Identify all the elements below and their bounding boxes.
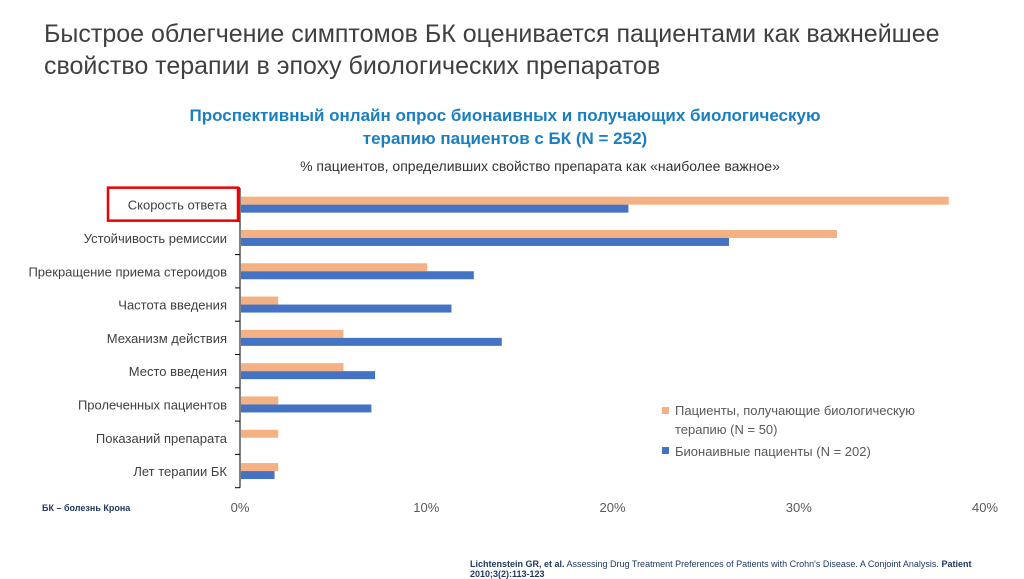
bar-bionaive (241, 271, 474, 280)
chart-title: % пациентов, определивших свойство препа… (300, 158, 780, 174)
category-label: Прекращение приема стероидов (28, 264, 227, 279)
legend-label-biologic-1: Пациенты, получающие биологическую (675, 403, 915, 418)
bar-bionaive (241, 371, 376, 380)
footnote: БК – болезнь Крона (42, 503, 131, 513)
subtitle-line-1: Проспективный онлайн опрос бионаивных и … (189, 106, 821, 125)
bar-bionaive (241, 237, 729, 246)
legend-label-biologic-2: терапию (N = 50) (675, 422, 777, 437)
bar-biologic (241, 196, 949, 205)
legend-swatch-bionaive (662, 447, 669, 454)
bar-biologic (241, 463, 279, 472)
legend-label-bionaive: Бионаивные пациенты (N = 202) (675, 444, 871, 459)
slide-title: Быстрое облегчение симптомов БК оценивае… (44, 20, 940, 80)
x-tick-label: 20% (599, 500, 625, 515)
category-label: Лет терапии БК (133, 464, 227, 479)
x-tick-label: 10% (413, 500, 439, 515)
bar-biologic (241, 396, 279, 405)
category-label: Показаний препарата (96, 431, 228, 446)
x-tick-label: 30% (786, 500, 812, 515)
bar-biologic (241, 363, 344, 372)
category-label: Частота введения (118, 298, 227, 313)
category-label: Механизм действия (107, 331, 227, 346)
reference: Lichtenstein GR, et al. Assessing Drug T… (470, 559, 1024, 579)
bar-biologic (241, 329, 344, 338)
legend-swatch-biologic (662, 407, 669, 414)
category-label: Пролеченных пациентов (78, 397, 227, 412)
bar-bionaive (241, 204, 629, 213)
category-label: Скорость ответа (128, 198, 228, 213)
reference-authors: Lichtenstein GR, et al. (470, 559, 565, 569)
bar-bionaive (241, 404, 372, 413)
bar-bionaive (241, 337, 502, 346)
reference-text: Assessing Drug Treatment Preferences of … (564, 559, 942, 569)
x-tick-label: 40% (972, 500, 998, 515)
bar-biologic (241, 429, 279, 438)
bar-bionaive (241, 471, 275, 480)
bar-biologic (241, 296, 279, 305)
category-label: Место введения (129, 364, 227, 379)
bar-bionaive (241, 304, 452, 313)
category-label: Устойчивость ремиссии (84, 231, 227, 246)
highlight-box (106, 186, 240, 222)
bar-biologic (241, 263, 428, 272)
chart-subtitle: Проспективный онлайн опрос бионаивных и … (140, 104, 870, 150)
subtitle-line-2: терапию пациентов с БК (N = 252) (362, 129, 648, 148)
x-tick-label: 0% (231, 500, 250, 515)
bar-biologic (241, 229, 837, 238)
